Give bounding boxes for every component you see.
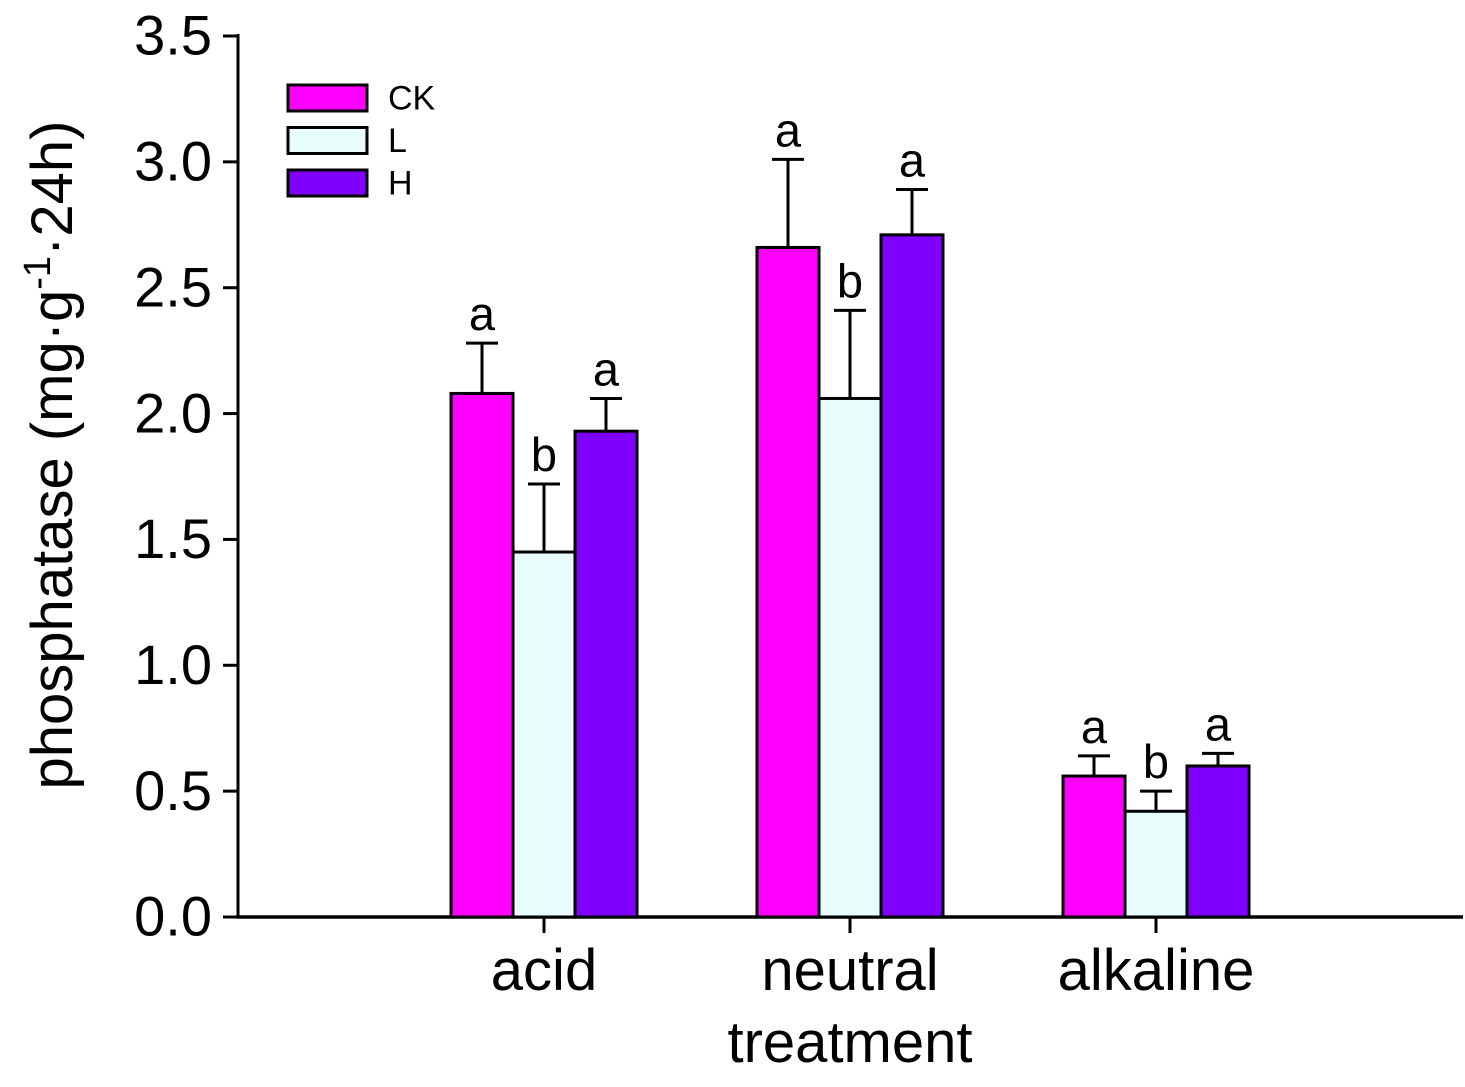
y-tick-label: 1.0 [134, 633, 212, 696]
y-tick-label: 1.5 [134, 507, 212, 570]
legend-label-ck: CK [388, 80, 436, 118]
sig-letter-l-neutral: b [837, 254, 863, 307]
y-tick-label: 3.5 [134, 4, 212, 67]
y-axis-title: phosphatase (mg·g-1·24h) [17, 121, 85, 790]
x-category-label-neutral: neutral [761, 938, 938, 1003]
bar-h-alkaline [1185, 764, 1251, 919]
bar-l-neutral [817, 396, 883, 919]
legend-swatch-ck [286, 83, 369, 113]
x-category-label-alkaline: alkaline [1058, 938, 1255, 1003]
bar-h-acid [573, 429, 639, 919]
legend-label-h: H [388, 165, 413, 203]
bar-ck-alkaline [1061, 774, 1127, 919]
legend-swatch-l [286, 126, 369, 155]
y-tick-label: 0.0 [134, 885, 212, 948]
bar-ck-acid [449, 391, 515, 919]
x-axis-title: treatment [728, 1010, 973, 1075]
sig-letter-l-acid: b [531, 428, 557, 481]
bar-l-alkaline [1123, 809, 1189, 919]
x-category-label-acid: acid [491, 938, 597, 1003]
y-tick-label: 2.0 [134, 381, 212, 444]
sig-letter-h-acid: a [593, 342, 620, 395]
sig-letter-h-alkaline: a [1205, 697, 1232, 750]
sig-letter-l-alkaline: b [1143, 735, 1169, 788]
bar-h-neutral [879, 233, 945, 919]
sig-letter-ck-alkaline: a [1081, 700, 1108, 753]
sig-letter-h-neutral: a [899, 134, 926, 187]
y-tick-label: 0.5 [134, 759, 212, 822]
bar-l-acid [511, 550, 577, 919]
sig-letter-ck-neutral: a [775, 103, 802, 156]
y-tick-label: 2.5 [134, 255, 212, 318]
bar-ck-neutral [755, 245, 821, 919]
legend-label-l: L [388, 122, 407, 160]
legend-swatch-h [286, 168, 369, 198]
y-tick-label: 3.0 [134, 130, 212, 193]
sig-letter-ck-acid: a [469, 287, 496, 340]
